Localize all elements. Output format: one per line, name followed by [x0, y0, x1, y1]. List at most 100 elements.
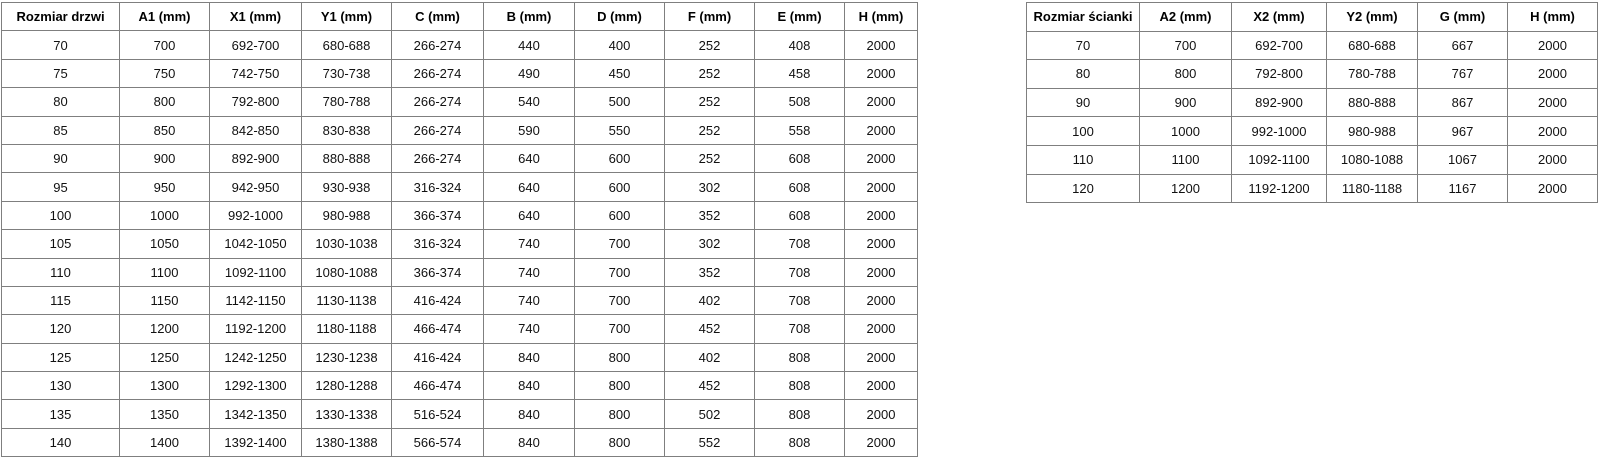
table-cell: 402 — [664, 342, 755, 373]
table-cell: 302 — [664, 172, 755, 202]
table-cell: 352 — [664, 257, 755, 287]
table-cell: 1092-1100 — [1231, 144, 1327, 175]
table-cell: 967 — [1417, 116, 1508, 146]
table-cell: 880-888 — [1326, 87, 1418, 118]
table-cell: 266-274 — [391, 30, 484, 60]
table-row: 135 1350 1342-1350 1330-1338 516-524 840 800 50… — [1, 399, 918, 429]
table-cell: 1330-1338 — [301, 399, 392, 429]
table-cell: 316-324 — [391, 172, 484, 202]
table-cell: 980-988 — [301, 200, 392, 231]
table-cell: 942-950 — [209, 172, 302, 202]
table-row: 95 950 942-950 930-938 316-324 640 600 302 608 20… — [1, 172, 918, 202]
table-cell: 566-574 — [391, 427, 484, 458]
table-cell: 252 — [664, 115, 755, 145]
column-header: Rozmiar ścianki — [1026, 2, 1140, 32]
table-cell: 1050 — [119, 229, 210, 259]
table-cell: 992-1000 — [209, 200, 302, 231]
table-cell: 540 — [483, 87, 575, 117]
table-cell: 2000 — [844, 257, 918, 287]
table-cell: 2000 — [844, 285, 918, 316]
table-cell: 800 — [119, 87, 210, 117]
column-header: Y2 (mm) — [1326, 2, 1418, 32]
table-cell: 516-524 — [391, 399, 484, 429]
door-size-table-header: Rozmiar drzwi A1 (mm) X1 (mm) Y1 (mm) C (mm)… — [1, 1, 918, 32]
table-cell: 708 — [754, 257, 845, 287]
table-row: 110 1100 1092-1100 1080-1088 366-374 740 700 35… — [1, 257, 918, 287]
table-cell: 135 — [1, 399, 120, 429]
column-header: B (mm) — [483, 1, 575, 32]
table-row: 115 1150 1142-1150 1130-1138 416-424 740 700 40… — [1, 285, 918, 316]
table-cell: 590 — [483, 115, 575, 145]
table-cell: 1292-1300 — [209, 371, 302, 401]
table-cell: 552 — [664, 427, 755, 458]
table-cell: 808 — [754, 427, 845, 458]
table-cell: 640 — [483, 143, 575, 174]
table-cell: 266-274 — [391, 87, 484, 117]
table-cell: 266-274 — [391, 58, 484, 89]
table-cell: 1150 — [119, 285, 210, 316]
door-size-table-body: 70 700 692-700 680-688 266-274 440 400 252 408 20… — [1, 30, 918, 458]
table-cell: 120 — [1, 314, 120, 344]
table-cell: 1342-1350 — [209, 399, 302, 429]
table-cell: 110 — [1026, 144, 1140, 175]
table-cell: 2000 — [844, 143, 918, 174]
table-cell: 867 — [1417, 87, 1508, 118]
table-cell: 730-738 — [301, 58, 392, 89]
table-cell: 490 — [483, 58, 575, 89]
table-cell: 692-700 — [1231, 30, 1327, 61]
table-cell: 95 — [1, 172, 120, 202]
table-cell: 2000 — [844, 30, 918, 60]
table-cell: 2000 — [1507, 59, 1598, 89]
table-cell: 352 — [664, 200, 755, 231]
table-cell: 440 — [483, 30, 575, 60]
table-cell: 600 — [574, 143, 665, 174]
table-cell: 840 — [483, 399, 575, 429]
table-cell: 808 — [754, 342, 845, 373]
table-cell: 2000 — [1507, 173, 1598, 204]
table-cell: 1200 — [1139, 173, 1232, 204]
table-cell: 742-750 — [209, 58, 302, 89]
table-cell: 892-900 — [209, 143, 302, 174]
table-cell: 1100 — [1139, 144, 1232, 175]
table-cell: 700 — [574, 229, 665, 259]
table-cell: 600 — [574, 172, 665, 202]
table-cell: 402 — [664, 285, 755, 316]
table-cell: 700 — [574, 314, 665, 344]
wall-size-table-header: Rozmiar ścianki A2 (mm) X2 (mm) Y2 (mm) G (m… — [1026, 2, 1598, 32]
table-cell: 1230-1238 — [301, 342, 392, 373]
table-cell: 120 — [1026, 173, 1140, 204]
table-cell: 500 — [574, 87, 665, 117]
table-cell: 508 — [754, 87, 845, 117]
table-row: 130 1300 1292-1300 1280-1288 466-474 840 800 45… — [1, 371, 918, 401]
table-cell: 692-700 — [209, 30, 302, 60]
table-cell: 700 — [574, 285, 665, 316]
table-cell: 892-900 — [1231, 87, 1327, 118]
table-cell: 740 — [483, 229, 575, 259]
table-row: 90 900 892-900 880-888 867 2000 — [1026, 87, 1598, 118]
column-header: A2 (mm) — [1139, 2, 1232, 32]
wall-size-table-body: 70 700 692-700 680-688 667 2000 80 800 792-800 78… — [1026, 30, 1598, 204]
table-cell: 792-800 — [1231, 59, 1327, 89]
table-cell: 458 — [754, 58, 845, 89]
table-cell: 880-888 — [301, 143, 392, 174]
table-cell: 1180-1188 — [1326, 173, 1418, 204]
table-cell: 140 — [1, 427, 120, 458]
table-row: 80 800 792-800 780-788 767 2000 — [1026, 59, 1598, 89]
table-cell: 808 — [754, 399, 845, 429]
table-cell: 950 — [119, 172, 210, 202]
table-cell: 105 — [1, 229, 120, 259]
table-cell: 1250 — [119, 342, 210, 373]
table-cell: 2000 — [1507, 30, 1598, 61]
table-row: 85 850 842-850 830-838 266-274 590 550 252 558 20… — [1, 115, 918, 145]
table-cell: 600 — [574, 200, 665, 231]
table-row: 90 900 892-900 880-888 266-274 640 600 252 608 20… — [1, 143, 918, 174]
column-header: A1 (mm) — [119, 1, 210, 32]
table-cell: 80 — [1026, 59, 1140, 89]
table-cell: 680-688 — [1326, 30, 1418, 61]
wall-size-table: Rozmiar ścianki A2 (mm) X2 (mm) Y2 (mm) G (m… — [1026, 2, 1598, 204]
table-cell: 1130-1138 — [301, 285, 392, 316]
table-cell: 608 — [754, 143, 845, 174]
table-cell: 125 — [1, 342, 120, 373]
table-cell: 452 — [664, 314, 755, 344]
table-row: 110 1100 1092-1100 1080-1088 1067 2000 — [1026, 144, 1598, 175]
